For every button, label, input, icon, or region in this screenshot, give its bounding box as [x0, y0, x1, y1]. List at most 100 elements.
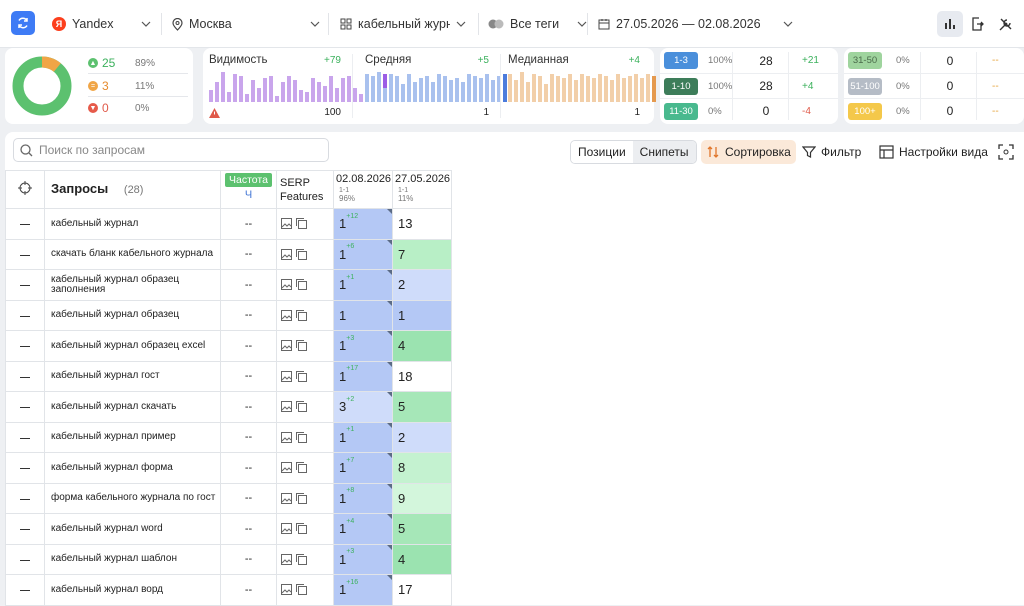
image-stack-icon[interactable]: [296, 492, 307, 504]
row-collapse-cell[interactable]: [5, 391, 45, 423]
search-input[interactable]: Поиск по запросам: [39, 143, 146, 157]
position-cell-date2[interactable]: 17: [392, 574, 452, 606]
queries-column-header[interactable]: Запросы (28): [44, 170, 221, 209]
position-cell-date2[interactable]: 5: [392, 391, 452, 423]
image-icon[interactable]: [281, 462, 292, 474]
image-icon[interactable]: [281, 401, 292, 413]
view-settings-button[interactable]: Настройки вида: [874, 140, 993, 164]
row-collapse-cell[interactable]: [5, 421, 45, 453]
image-icon[interactable]: [281, 584, 292, 596]
image-icon[interactable]: [281, 279, 292, 291]
row-collapse-cell[interactable]: [5, 543, 45, 575]
image-stack-icon[interactable]: [296, 309, 307, 321]
image-stack-icon[interactable]: [296, 340, 307, 352]
query-cell[interactable]: кабельный журнал word: [44, 513, 221, 545]
date1-column-header[interactable]: 02.08.2026 1-1 96%: [333, 170, 393, 209]
query-cell[interactable]: кабельный журнал ворд: [44, 574, 221, 606]
position-cell-date1[interactable]: 1+6: [333, 238, 393, 270]
target-column-header[interactable]: [5, 170, 45, 209]
tab-positions[interactable]: Позиции: [571, 141, 633, 163]
table-row[interactable]: кабельный журнал пример -- 1+1 2: [5, 421, 452, 453]
image-stack-icon[interactable]: [296, 431, 307, 443]
position-cell-date1[interactable]: 1+12: [333, 208, 393, 240]
query-cell[interactable]: скачать бланк кабельного журнала: [44, 238, 221, 270]
row-collapse-cell[interactable]: [5, 360, 45, 392]
fullscreen-button[interactable]: [993, 140, 1019, 164]
tools-button[interactable]: [992, 11, 1018, 37]
query-cell[interactable]: кабельный журнал пример: [44, 421, 221, 453]
row-collapse-cell[interactable]: [5, 208, 45, 240]
query-cell[interactable]: кабельный журнал шаблон: [44, 543, 221, 575]
group-row-100-plus[interactable]: 100+ 0% 0 --: [844, 98, 1024, 123]
region-select[interactable]: Москва: [172, 14, 320, 34]
position-cell-date2[interactable]: 2: [392, 269, 452, 301]
table-row[interactable]: кабельный журнал шаблон -- 1+3 4: [5, 543, 452, 575]
row-collapse-cell[interactable]: [5, 513, 45, 545]
table-row[interactable]: форма кабельного журнала по гост -- 1+8 9: [5, 482, 452, 514]
position-cell-date2[interactable]: 9: [392, 482, 452, 514]
date2-column-header[interactable]: 27.05.2026 1-1 11%: [392, 170, 452, 209]
group-row-11-30[interactable]: 11-30 0% 0 -4: [660, 98, 838, 123]
position-cell-date1[interactable]: 1+16: [333, 574, 393, 606]
position-cell-date2[interactable]: 18: [392, 360, 452, 392]
table-row[interactable]: кабельный журнал форма -- 1+7 8: [5, 452, 452, 484]
group-row-1-10[interactable]: 1-10 100% 28 +4: [660, 73, 838, 98]
table-row[interactable]: кабельный журнал -- 1+12 13: [5, 208, 452, 240]
table-row[interactable]: кабельный журнал образец заполнения -- 1+1…: [5, 269, 452, 301]
image-stack-icon[interactable]: [296, 370, 307, 382]
image-icon[interactable]: [281, 492, 292, 504]
query-cell[interactable]: кабельный журнал форма: [44, 452, 221, 484]
position-cell-date2[interactable]: 4: [392, 543, 452, 575]
image-icon[interactable]: [281, 218, 292, 230]
query-cell[interactable]: кабельный журнал образец заполнения: [44, 269, 221, 301]
image-icon[interactable]: [281, 370, 292, 382]
image-icon[interactable]: [281, 553, 292, 565]
position-cell-date2[interactable]: 4: [392, 330, 452, 362]
image-icon[interactable]: [281, 309, 292, 321]
query-cell[interactable]: кабельный журнал: [44, 208, 221, 240]
query-cell[interactable]: кабельный журнал гост: [44, 360, 221, 392]
date-range-select[interactable]: 27.05.2026 — 02.08.2026: [598, 14, 793, 34]
group-row-51-100[interactable]: 51-100 0% 0 --: [844, 73, 1024, 98]
query-cell[interactable]: кабельный журнал скачать: [44, 391, 221, 423]
filter-button[interactable]: Фильтр: [797, 140, 866, 164]
position-cell-date1[interactable]: 1+17: [333, 360, 393, 392]
position-cell-date2[interactable]: 7: [392, 238, 452, 270]
position-cell-date1[interactable]: 1+7: [333, 452, 393, 484]
chart-view-button[interactable]: [937, 11, 963, 37]
row-collapse-cell[interactable]: [5, 269, 45, 301]
row-collapse-cell[interactable]: [5, 482, 45, 514]
image-icon[interactable]: [281, 340, 292, 352]
image-icon[interactable]: [281, 248, 292, 260]
table-row[interactable]: кабельный журнал word -- 1+4 5: [5, 513, 452, 545]
position-cell-date1[interactable]: 1: [333, 299, 393, 331]
row-collapse-cell[interactable]: [5, 330, 45, 362]
position-cell-date2[interactable]: 8: [392, 452, 452, 484]
image-icon[interactable]: [281, 431, 292, 443]
image-stack-icon[interactable]: [296, 218, 307, 230]
export-button[interactable]: [964, 11, 990, 37]
query-cell[interactable]: кабельный журнал образец: [44, 299, 221, 331]
row-collapse-cell[interactable]: [5, 452, 45, 484]
row-collapse-cell[interactable]: [5, 574, 45, 606]
image-icon[interactable]: [281, 523, 292, 535]
query-cell[interactable]: форма кабельного журнала по гост: [44, 482, 221, 514]
engine-select[interactable]: Я Yandex: [52, 14, 151, 34]
frequency-column-header[interactable]: Частота Ч: [220, 170, 277, 209]
table-row[interactable]: кабельный журнал гост -- 1+17 18: [5, 360, 452, 392]
table-row[interactable]: кабельный журнал образец -- 1 1: [5, 299, 452, 331]
image-stack-icon[interactable]: [296, 279, 307, 291]
table-row[interactable]: кабельный журнал ворд -- 1+16 17: [5, 574, 452, 606]
image-stack-icon[interactable]: [296, 401, 307, 413]
search-field[interactable]: Поиск по запросам: [13, 138, 329, 162]
group-row-31-50[interactable]: 31-50 0% 0 --: [844, 48, 1024, 73]
group-row-1-3[interactable]: 1-3 100% 28 +21: [660, 48, 838, 73]
table-row[interactable]: кабельный журнал скачать -- 3+2 5: [5, 391, 452, 423]
tab-snippets[interactable]: Снипеты: [632, 141, 696, 163]
tags-select[interactable]: Все теги: [488, 14, 587, 34]
image-stack-icon[interactable]: [296, 523, 307, 535]
position-cell-date2[interactable]: 13: [392, 208, 452, 240]
row-collapse-cell[interactable]: [5, 238, 45, 270]
position-cell-date2[interactable]: 2: [392, 421, 452, 453]
image-stack-icon[interactable]: [296, 248, 307, 260]
